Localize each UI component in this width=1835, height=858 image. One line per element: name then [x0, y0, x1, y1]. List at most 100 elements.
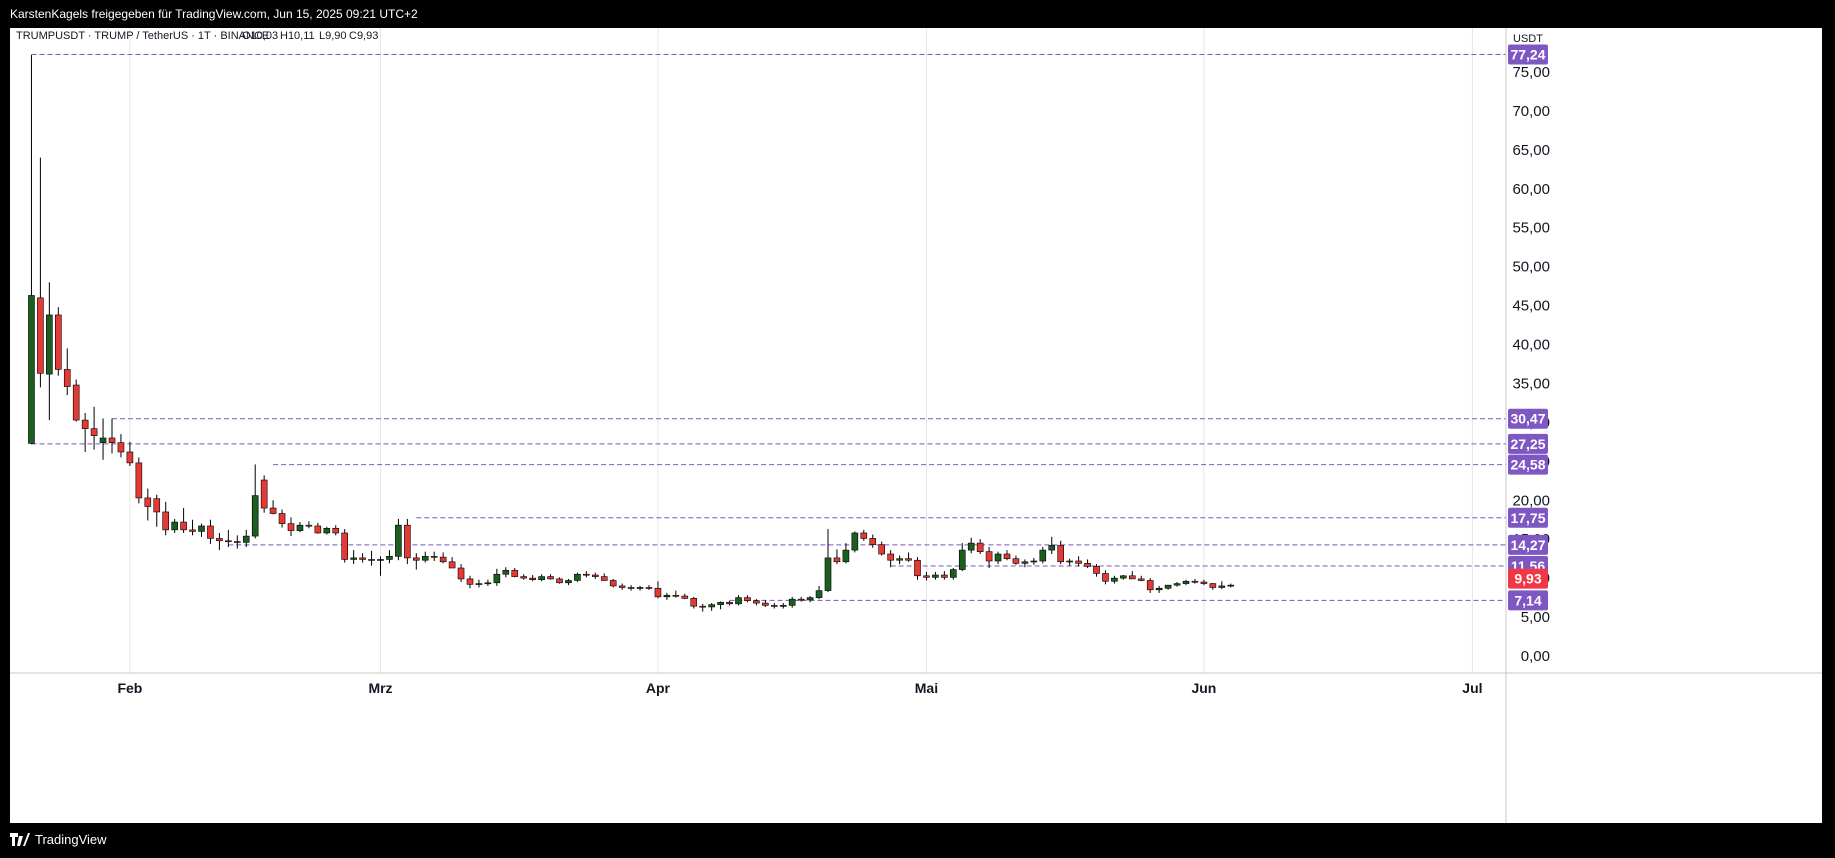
candle-body	[1182, 580, 1190, 584]
candle-body	[234, 541, 241, 543]
candle-body	[824, 557, 832, 591]
candle-body	[108, 437, 116, 443]
price-tick-label: 60,00	[1512, 181, 1550, 198]
last-price-label: 9,93	[1514, 571, 1541, 587]
price-tick-label: 20,00	[1512, 492, 1550, 509]
candle-body	[1021, 561, 1029, 564]
candle-body	[609, 580, 617, 587]
level-price-label: 24,58	[1510, 457, 1545, 473]
level-lines	[31, 54, 1506, 601]
candle-body	[1191, 580, 1199, 583]
candle-body	[529, 577, 536, 580]
level-price-badge	[1508, 44, 1548, 65]
candle-body	[967, 542, 975, 551]
candle-body	[726, 601, 733, 605]
level-price-badge	[1508, 433, 1548, 454]
candle-body	[520, 576, 528, 579]
candle-body	[994, 553, 1002, 562]
time-tick-label: Jun	[1191, 680, 1216, 696]
chart-frame: 0,005,0010,0015,0020,0025,0030,0035,0040…	[10, 28, 1822, 823]
candle-body	[386, 556, 393, 560]
candle-body	[1120, 575, 1127, 579]
ohlc-close: C9,93	[349, 30, 378, 42]
candle-body	[538, 576, 545, 580]
candle-body	[502, 570, 510, 575]
candle-body	[779, 605, 787, 607]
time-axis[interactable]: Feb Mrz Apr Mai Jun Jul	[117, 680, 1482, 696]
candle-body	[1102, 573, 1109, 582]
candle-body	[717, 601, 724, 605]
candle-body	[493, 573, 501, 584]
candle-body	[242, 535, 250, 543]
candle-body	[762, 602, 769, 606]
candle-body	[46, 314, 53, 375]
candle-body	[1227, 584, 1235, 587]
candle-body	[72, 384, 80, 421]
candle-body	[1137, 578, 1145, 581]
candle-body	[1093, 566, 1100, 574]
candle-body	[744, 597, 751, 602]
candle-body	[547, 576, 554, 580]
candle-body	[869, 538, 877, 545]
candle-body	[305, 524, 313, 527]
candle-body	[914, 559, 921, 577]
candle-body	[135, 462, 143, 499]
candle-body	[1057, 545, 1064, 563]
candle-body	[958, 549, 966, 570]
level-price-label: 77,24	[1510, 47, 1545, 63]
candle-body	[591, 574, 599, 577]
candle-body	[251, 495, 259, 537]
candle-body	[833, 557, 841, 563]
level-price-label: 30,47	[1510, 411, 1545, 427]
candle-body	[216, 538, 223, 542]
candle-body	[815, 590, 823, 598]
candle-body	[583, 573, 590, 576]
candle-body	[1200, 581, 1208, 584]
candle-body	[1066, 560, 1073, 563]
candle-body	[627, 587, 635, 589]
candle-body	[341, 532, 349, 560]
candle-body	[430, 556, 438, 558]
candle-body	[421, 556, 429, 561]
currency-label: USDT	[1513, 33, 1543, 45]
tradingview-logo[interactable]: TradingView	[10, 832, 107, 847]
candle-body	[905, 558, 912, 561]
ohlc-open: O10,03	[242, 30, 278, 42]
attribution-text: KarstenKagels freigegeben für TradingVie…	[10, 7, 418, 21]
candle-body	[1173, 583, 1181, 586]
candle-body	[735, 597, 742, 605]
candle-body	[1003, 553, 1011, 559]
candle-body	[1111, 577, 1118, 582]
price-tick-label: 55,00	[1512, 220, 1550, 237]
candle-body	[511, 570, 519, 577]
candle-body	[63, 369, 71, 387]
candle-body	[395, 524, 402, 557]
level-price-badge	[1508, 454, 1548, 475]
candle-body	[404, 524, 411, 559]
level-price-badge	[1508, 507, 1548, 528]
candle-body	[851, 532, 859, 551]
price-tick-label: 35,00	[1512, 375, 1550, 392]
candle-body	[788, 598, 796, 606]
candle-body	[314, 525, 322, 534]
candle-body	[753, 600, 760, 604]
candle-body	[475, 583, 483, 585]
candle-body	[1218, 585, 1226, 588]
candle-body	[189, 529, 196, 532]
ohlc-low: L9,90	[319, 30, 347, 42]
candle-body	[126, 451, 134, 464]
candle-body	[645, 587, 653, 589]
price-tick-label: 0,00	[1521, 648, 1550, 665]
candle-body	[457, 567, 465, 580]
level-price-badge	[1508, 534, 1548, 555]
candle-body	[663, 594, 671, 598]
candle-body	[37, 297, 44, 374]
candle-body	[1075, 560, 1082, 564]
price-chart[interactable]: 0,005,0010,0015,0020,0025,0030,0035,0040…	[10, 28, 1822, 823]
attribution-bar: KarstenKagels freigegeben für TradingVie…	[0, 0, 1835, 28]
candle-body	[162, 511, 169, 531]
brand-name: TradingView	[35, 832, 107, 847]
price-tick-label: 75,00	[1512, 64, 1550, 81]
time-tick-label: Jul	[1462, 680, 1482, 696]
candle-body	[690, 598, 698, 607]
